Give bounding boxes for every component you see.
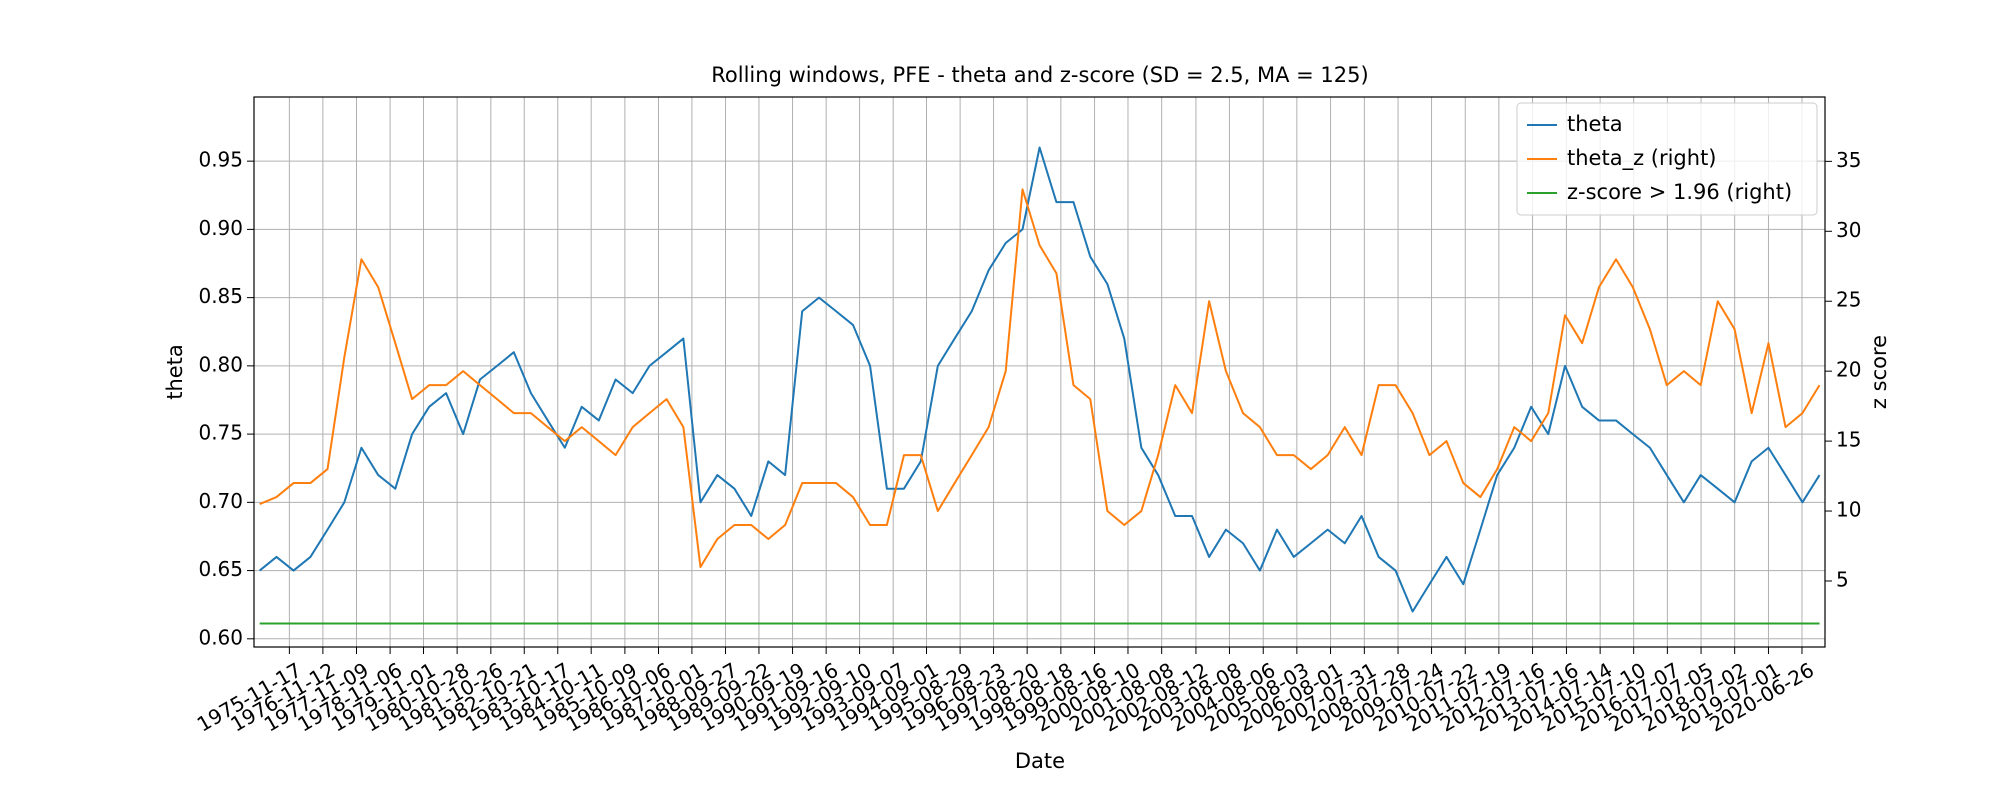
legend-label: theta_z (right) bbox=[1567, 146, 1717, 171]
y2-tick-label: 10 bbox=[1836, 498, 1861, 522]
series-line bbox=[259, 146, 1821, 613]
y2-tick-label: 5 bbox=[1836, 567, 1849, 591]
legend-label: theta bbox=[1567, 112, 1623, 136]
legend-box bbox=[1516, 102, 1818, 216]
y2-tick-label: 25 bbox=[1836, 288, 1861, 312]
y-tick-label: 0.70 bbox=[198, 489, 243, 513]
y2-axis-label: z score bbox=[1867, 335, 1891, 409]
y-tick-label: 0.80 bbox=[198, 352, 243, 376]
x-axis-label: Date bbox=[1015, 749, 1065, 773]
y-tick-label: 0.75 bbox=[198, 421, 243, 445]
y-tick-label: 0.60 bbox=[198, 625, 243, 649]
series-line bbox=[259, 188, 1821, 568]
y-tick-label: 0.65 bbox=[198, 557, 243, 581]
legend-label: z-score > 1.96 (right) bbox=[1567, 180, 1792, 204]
plot-frame bbox=[253, 96, 1826, 648]
chart-title: Rolling windows, PFE - theta and z-score… bbox=[711, 63, 1368, 87]
y-tick-label: 0.95 bbox=[198, 148, 243, 172]
y-tick-label: 0.85 bbox=[198, 284, 243, 308]
y-axis-label: theta bbox=[163, 344, 187, 400]
y2-tick-label: 20 bbox=[1836, 358, 1861, 382]
y-tick-label: 0.90 bbox=[198, 216, 243, 240]
legend: theta theta_z (right) z-score > 1.96 (righ… bbox=[1516, 102, 1818, 216]
y2-tick-label: 35 bbox=[1836, 148, 1861, 172]
y2-tick-label: 30 bbox=[1836, 218, 1861, 242]
y2-tick-label: 15 bbox=[1836, 428, 1861, 452]
